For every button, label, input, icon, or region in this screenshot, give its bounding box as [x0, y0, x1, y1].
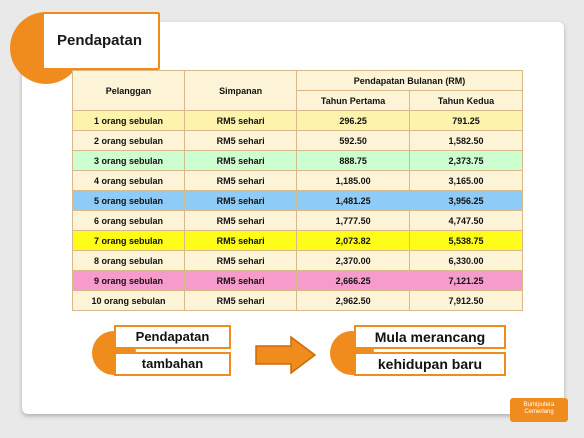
cell-simpanan: RM5 sehari: [184, 270, 298, 291]
cell-simpanan: RM5 sehari: [184, 130, 298, 151]
income-table: Pelanggan Simpanan Pendapatan Bulanan (R…: [71, 70, 523, 311]
cell-pelanggan: 7 orang sebulan: [71, 230, 186, 251]
cell-simpanan: RM5 sehari: [184, 190, 298, 211]
table-row: 10 orang sebulan RM5 sehari 2,962.50 7,9…: [71, 290, 523, 311]
header-pelanggan: Pelanggan: [71, 70, 186, 111]
cell-tahun-pertama: 2,666.25: [296, 270, 411, 291]
cell-simpanan: RM5 sehari: [184, 250, 298, 271]
logo-line1: Bumiputera: [523, 402, 555, 408]
cell-simpanan: RM5 sehari: [184, 290, 298, 311]
brand-logo: Bumiputera Cemerlang: [510, 398, 568, 422]
table-row: 9 orang sebulan RM5 sehari 2,666.25 7,12…: [71, 270, 523, 291]
table-row: 6 orang sebulan RM5 sehari 1,777.50 4,74…: [71, 210, 523, 231]
cell-tahun-kedua: 3,956.25: [409, 190, 523, 211]
right-arrow-icon: [255, 335, 317, 375]
header-pendapatan-bulanan: Pendapatan Bulanan (RM): [296, 70, 523, 91]
cell-simpanan: RM5 sehari: [184, 110, 298, 131]
cell-tahun-pertama: 2,962.50: [296, 290, 411, 311]
cell-tahun-kedua: 3,165.00: [409, 170, 523, 191]
header-tahun-kedua: Tahun Kedua: [409, 90, 523, 111]
table-row: 7 orang sebulan RM5 sehari 2,073.82 5,53…: [71, 230, 523, 251]
cell-pelanggan: 10 orang sebulan: [71, 290, 186, 311]
cell-tahun-pertama: 1,185.00: [296, 170, 411, 191]
header-tahun-pertama: Tahun Pertama: [296, 90, 411, 111]
cell-tahun-kedua: 4,747.50: [409, 210, 523, 231]
header-simpanan: Simpanan: [184, 70, 298, 111]
cell-tahun-pertama: 1,777.50: [296, 210, 411, 231]
cell-tahun-pertama: 888.75: [296, 150, 411, 171]
cell-pelanggan: 6 orang sebulan: [71, 210, 186, 231]
right-pill-line1: Mula merancang: [354, 325, 506, 349]
cell-simpanan: RM5 sehari: [184, 210, 298, 231]
cell-tahun-pertama: 2,370.00: [296, 250, 411, 271]
right-pill-line2: kehidupan baru: [354, 352, 506, 376]
cell-pelanggan: 2 orang sebulan: [71, 130, 186, 151]
left-pill-line2: tambahan: [114, 352, 231, 376]
cell-simpanan: RM5 sehari: [184, 230, 298, 251]
cell-tahun-pertama: 592.50: [296, 130, 411, 151]
table-row: 4 orang sebulan RM5 sehari 1,185.00 3,16…: [71, 170, 523, 191]
cell-tahun-pertama: 1,481.25: [296, 190, 411, 211]
table-row: 2 orang sebulan RM5 sehari 592.50 1,582.…: [71, 130, 523, 151]
page-title: Pendapatan: [57, 32, 143, 49]
cell-tahun-kedua: 791.25: [409, 110, 523, 131]
cell-simpanan: RM5 sehari: [184, 170, 298, 191]
cell-tahun-kedua: 2,373.75: [409, 150, 523, 171]
logo-line2: Cemerlang: [524, 409, 554, 415]
cell-pelanggan: 1 orang sebulan: [71, 110, 186, 131]
table-row: 3 orang sebulan RM5 sehari 888.75 2,373.…: [71, 150, 523, 171]
cell-pelanggan: 3 orang sebulan: [71, 150, 186, 171]
cell-pelanggan: 8 orang sebulan: [71, 250, 186, 271]
cell-pelanggan: 9 orang sebulan: [71, 270, 186, 291]
cell-pelanggan: 5 orang sebulan: [71, 190, 186, 211]
left-pill-line1: Pendapatan: [114, 325, 231, 349]
cell-simpanan: RM5 sehari: [184, 150, 298, 171]
cell-tahun-pertama: 296.25: [296, 110, 411, 131]
cell-tahun-kedua: 7,912.50: [409, 290, 523, 311]
cell-tahun-kedua: 7,121.25: [409, 270, 523, 291]
cell-tahun-kedua: 6,330.00: [409, 250, 523, 271]
table-row: 5 orang sebulan RM5 sehari 1,481.25 3,95…: [71, 190, 523, 211]
title-box: [42, 12, 160, 70]
cell-tahun-pertama: 2,073.82: [296, 230, 411, 251]
table-row: 1 orang sebulan RM5 sehari 296.25 791.25: [71, 110, 523, 131]
cell-pelanggan: 4 orang sebulan: [71, 170, 186, 191]
cell-tahun-kedua: 1,582.50: [409, 130, 523, 151]
table-row: 8 orang sebulan RM5 sehari 2,370.00 6,33…: [71, 250, 523, 271]
cell-tahun-kedua: 5,538.75: [409, 230, 523, 251]
